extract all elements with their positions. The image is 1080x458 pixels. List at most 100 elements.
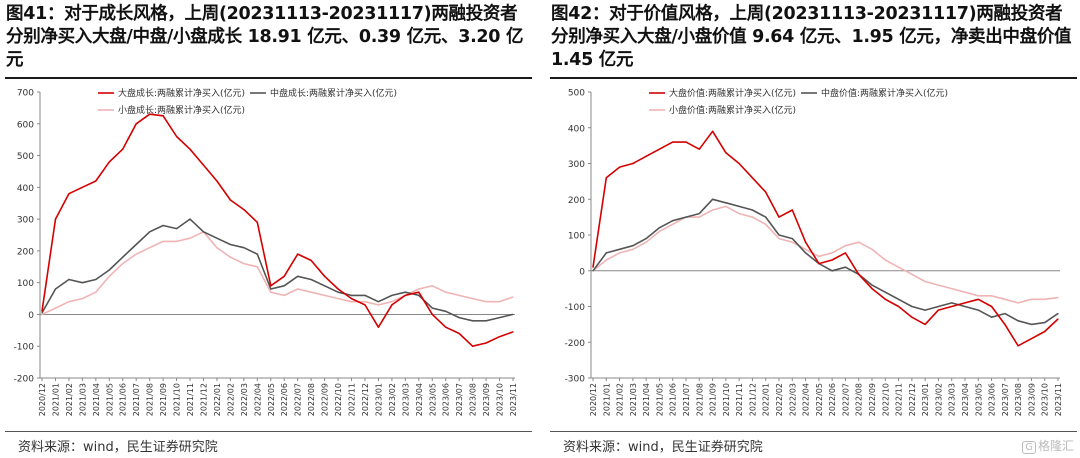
source-divider: [550, 431, 1077, 432]
source-note: 资料来源：wind，民生证券研究院: [18, 440, 218, 455]
data-point-1-27: [404, 291, 406, 293]
data-point-2-15: [791, 241, 793, 243]
x-tick-label: 2022/09: [321, 383, 330, 416]
value-line-chart: -300 -200 -100 0 100 200 300 400 500 2020/12 2021/…: [565, 87, 1063, 416]
data-point-0-19: [844, 252, 847, 254]
x-tick-label: 2022/03: [240, 383, 249, 416]
data-point-0-13: [765, 191, 767, 193]
data-point-0-26: [391, 304, 393, 306]
data-point-1-4: [95, 278, 97, 281]
data-point-0-3: [632, 162, 634, 165]
data-point-0-20: [310, 259, 312, 262]
data-point-0-24: [364, 304, 366, 306]
data-point-0-15: [791, 209, 793, 211]
data-point-2-28: [964, 291, 966, 293]
data-point-1-29: [431, 307, 433, 309]
data-point-0-18: [831, 259, 833, 261]
data-point-2-20: [858, 241, 860, 243]
data-point-2-6: [122, 263, 124, 265]
x-tick-label: 2023/07: [1001, 383, 1010, 416]
chart-title: 图42：对于价值风格，上周(20231113-20231117)两融投资者分别净…: [551, 4, 1072, 70]
x-tick-label: 2022/09: [868, 383, 877, 416]
data-point-2-11: [738, 212, 740, 215]
x-tick-label: 2023/04: [961, 383, 970, 416]
y-tick-label: 100: [568, 232, 585, 242]
data-point-1-34: [498, 317, 501, 319]
data-point-1-22: [884, 291, 886, 293]
data-point-0-27: [951, 305, 953, 308]
data-point-1-6: [672, 220, 674, 222]
x-tick-label: 2021/08: [695, 383, 704, 416]
x-tick-label: 2023/08: [1014, 383, 1023, 416]
data-point-2-28: [418, 288, 420, 290]
data-point-0-0: [592, 266, 594, 268]
data-point-2-25: [924, 280, 926, 283]
x-tick-label: 2021/02: [616, 383, 625, 416]
x-tick-label: 2022/11: [348, 383, 357, 416]
x-tick-label: 2023/05: [974, 383, 983, 416]
data-point-1-33: [485, 320, 487, 322]
data-point-2-26: [937, 284, 940, 286]
data-point-2-4: [645, 241, 647, 243]
data-point-1-25: [377, 301, 380, 303]
data-point-0-17: [270, 285, 272, 287]
x-tick-label: 2021/09: [159, 383, 168, 416]
x-tick-label: 2021/05: [105, 383, 114, 416]
data-point-0-12: [751, 177, 754, 179]
series-line-1: [592, 198, 1059, 326]
x-tick-label: 2023/01: [921, 383, 930, 416]
legend-label-2: 小盘成长:两融累计净买入(亿元): [118, 104, 245, 116]
data-point-1-13: [765, 216, 767, 218]
data-point-1-32: [1017, 320, 1019, 322]
data-point-2-33: [485, 301, 487, 303]
data-point-0-35: [1057, 318, 1059, 320]
x-tick-label: 2022/06: [280, 383, 289, 416]
data-point-1-0: [592, 270, 594, 272]
data-point-2-34: [498, 301, 501, 303]
data-point-1-1: [54, 288, 57, 290]
data-point-1-25: [924, 309, 926, 311]
data-point-0-30: [445, 326, 447, 328]
data-point-1-13: [216, 237, 218, 239]
data-point-0-13: [216, 180, 218, 182]
y-tick-label: -200: [14, 375, 35, 385]
data-point-1-9: [711, 198, 714, 200]
data-point-0-7: [135, 123, 137, 125]
x-tick-label: 2023/05: [428, 383, 437, 416]
x-tick-label: 2021/01: [602, 383, 611, 416]
data-point-0-32: [1017, 345, 1019, 347]
x-tick-label: 2022/02: [775, 383, 784, 416]
data-point-2-29: [431, 285, 433, 287]
title-divider: [550, 77, 1077, 79]
x-tick-label: 2023/07: [455, 383, 464, 416]
data-point-1-14: [229, 243, 231, 246]
data-point-0-22: [884, 298, 886, 300]
data-point-1-28: [418, 294, 420, 296]
x-tick-label: 2021/03: [629, 383, 638, 416]
data-point-1-8: [698, 212, 700, 215]
data-point-2-31: [458, 294, 460, 296]
data-point-0-1: [605, 177, 607, 179]
data-point-0-17: [818, 263, 820, 265]
data-point-2-2: [68, 301, 70, 303]
x-tick-label: 2021/04: [92, 383, 101, 416]
data-point-0-8: [698, 148, 700, 150]
data-point-0-16: [804, 241, 807, 243]
x-tick-label: 2021/09: [709, 383, 718, 416]
data-point-2-17: [270, 291, 272, 293]
x-tick-label: 2021/10: [173, 383, 182, 416]
data-point-1-31: [1004, 313, 1006, 315]
data-point-2-18: [831, 252, 833, 254]
data-point-1-26: [391, 294, 393, 296]
data-point-1-7: [135, 243, 137, 246]
x-tick-label: 2022/10: [881, 383, 890, 416]
chart-panel-growth: 图41：对于成长风格，上周(20231113-20231117)两融投资者分别净…: [0, 0, 535, 458]
data-point-2-5: [658, 230, 661, 233]
y-tick-label: 400: [17, 184, 34, 194]
data-point-2-1: [54, 307, 57, 309]
x-tick-label: 2023/11: [509, 383, 518, 416]
x-tick-label: 2022/03: [788, 383, 797, 416]
data-point-0-8: [149, 113, 151, 115]
legend-label-2: 小盘价值:两融累计净买入(亿元): [669, 104, 796, 116]
data-point-1-3: [632, 245, 634, 247]
